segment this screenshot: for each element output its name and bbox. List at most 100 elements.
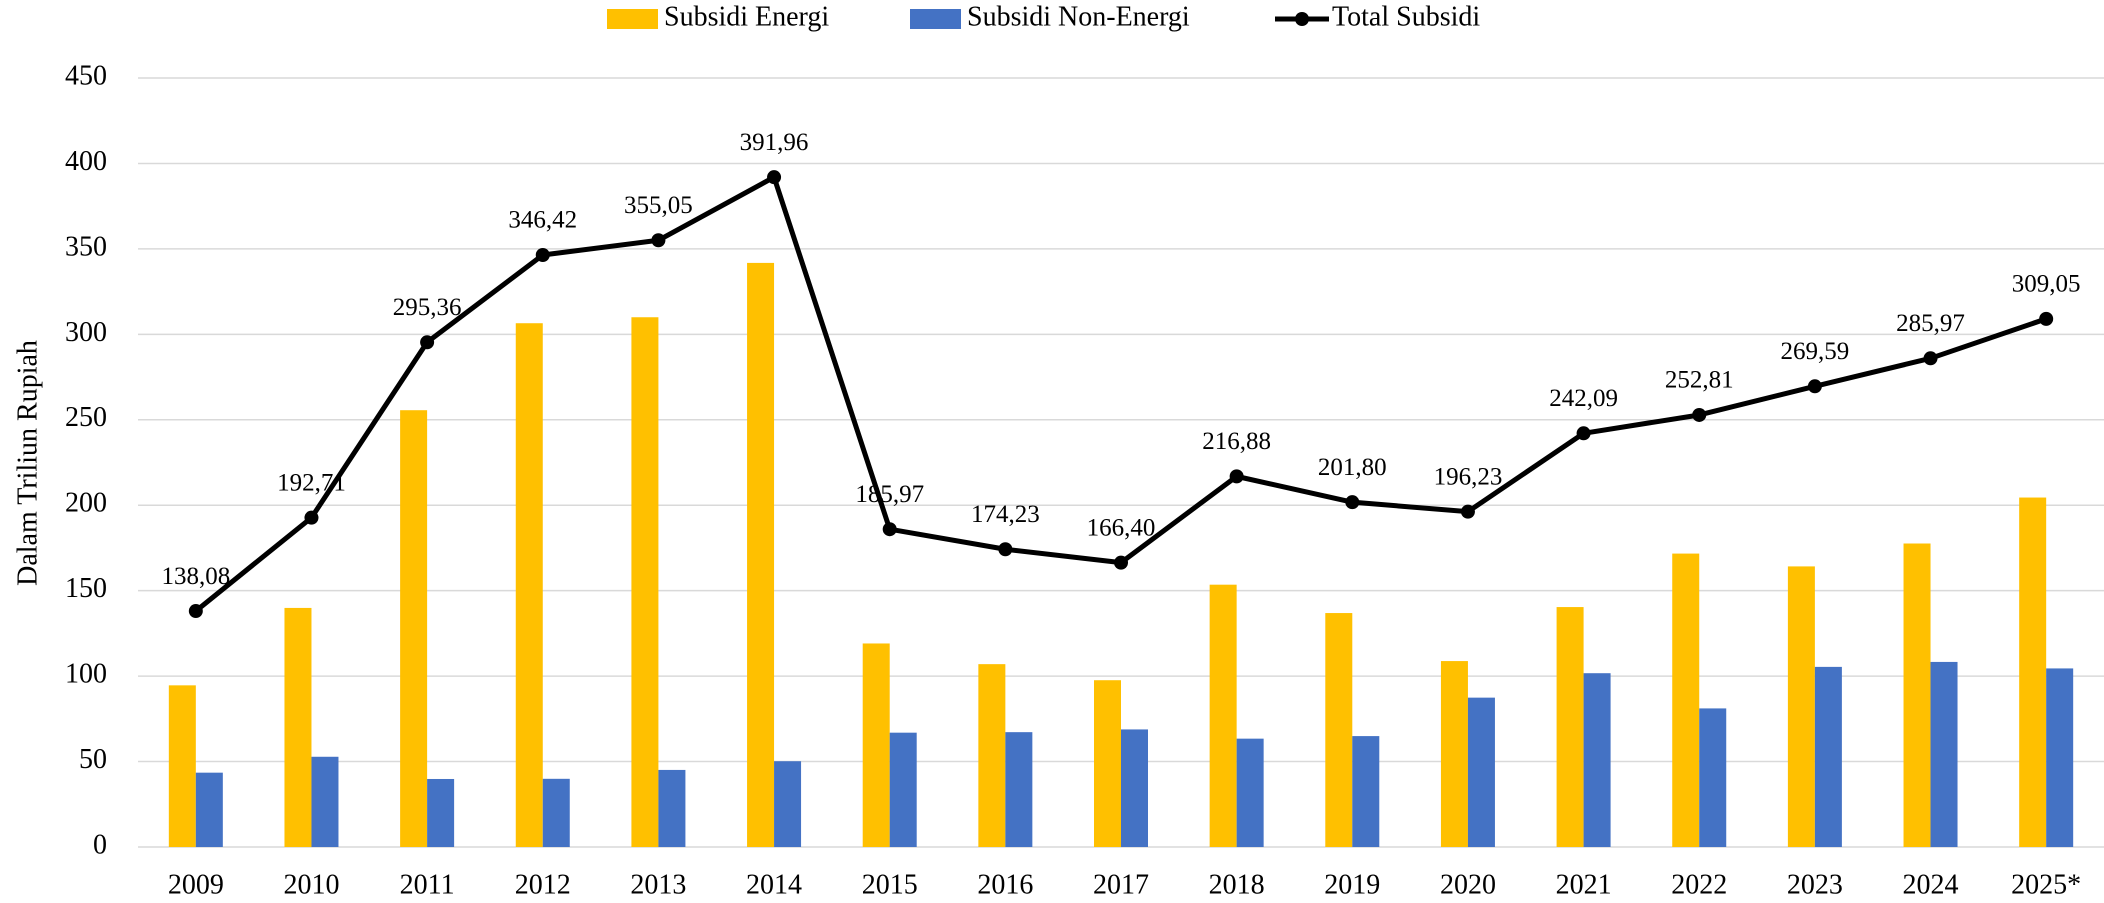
- bar: [1121, 729, 1148, 847]
- data-label: 216,88: [1202, 428, 1271, 455]
- bar: [889, 732, 917, 847]
- marker: [1807, 379, 1822, 394]
- bar: [1440, 661, 1468, 847]
- data-label: 185,97: [855, 481, 924, 508]
- bar: [427, 778, 455, 847]
- x-tick-label: 2023: [1787, 869, 1843, 900]
- y-tick-label: 450: [65, 60, 107, 91]
- bar: [1467, 697, 1495, 847]
- data-label: 174,23: [971, 501, 1040, 528]
- data-label: 391,96: [740, 129, 809, 156]
- bar: [1903, 543, 1931, 847]
- bar: [195, 772, 223, 847]
- bar: [1583, 673, 1611, 847]
- y-tick-label: 400: [65, 146, 107, 177]
- bar: [1236, 738, 1264, 847]
- bar: [1787, 566, 1815, 847]
- bar: [1699, 708, 1727, 847]
- x-tick-label: 2025*: [2011, 869, 2081, 900]
- bar: [2046, 668, 2074, 847]
- bar: [284, 607, 312, 847]
- bar: [978, 664, 1006, 847]
- bar: [1005, 732, 1033, 847]
- bar: [747, 262, 775, 848]
- legend-swatch: [607, 9, 658, 29]
- bar: [2019, 497, 2047, 847]
- marker: [535, 248, 550, 263]
- bar: [311, 756, 339, 847]
- x-tick-label: 2022: [1671, 869, 1727, 900]
- marker: [1576, 426, 1591, 441]
- x-tick-label: 2014: [746, 869, 802, 900]
- bar: [862, 643, 890, 847]
- marker: [420, 335, 435, 350]
- y-tick-label: 200: [65, 488, 107, 519]
- y-tick-label: 250: [65, 402, 107, 433]
- data-label: 295,36: [393, 294, 462, 321]
- legend-swatch: [910, 9, 961, 29]
- marker: [2039, 311, 2054, 326]
- y-tick-label: 0: [93, 829, 107, 860]
- marker: [1923, 351, 1938, 366]
- x-tick-label: 2010: [283, 869, 339, 900]
- bar: [1930, 661, 1958, 847]
- bar: [1672, 553, 1700, 847]
- x-tick-label: 2009: [168, 869, 224, 900]
- y-tick-label: 350: [65, 231, 107, 262]
- y-tick-label: 300: [65, 317, 107, 348]
- marker: [767, 170, 782, 185]
- data-label: 252,81: [1665, 367, 1734, 394]
- y-tick-label: 150: [65, 573, 107, 604]
- x-tick-label: 2019: [1324, 869, 1380, 900]
- marker: [651, 233, 666, 248]
- bar: [1209, 584, 1237, 847]
- bar: [1352, 736, 1380, 847]
- marker: [1460, 504, 1475, 519]
- x-tick-label: 2016: [977, 869, 1033, 900]
- marker: [1229, 469, 1244, 484]
- y-tick-label: 50: [79, 744, 107, 775]
- data-label: 355,05: [624, 192, 693, 219]
- data-label: 192,71: [277, 469, 346, 496]
- x-tick-label: 2020: [1440, 869, 1496, 900]
- bar: [400, 410, 428, 847]
- legend-label: Subsidi Non-Energi: [967, 1, 1190, 32]
- data-label: 346,42: [508, 207, 577, 234]
- data-label: 309,05: [2012, 271, 2081, 298]
- legend-label: Subsidi Energi: [664, 1, 829, 32]
- bar: [658, 769, 686, 847]
- data-label: 242,09: [1549, 385, 1618, 412]
- x-tick-label: 2018: [1209, 869, 1265, 900]
- bar: [774, 761, 802, 847]
- bar: [631, 317, 659, 847]
- x-tick-label: 2011: [400, 869, 455, 900]
- data-label: 285,97: [1896, 310, 1965, 337]
- marker: [1692, 407, 1707, 422]
- legend-swatch: [1295, 12, 1309, 26]
- bar: [168, 685, 196, 847]
- data-label: 166,40: [1087, 514, 1156, 541]
- x-tick-label: 2012: [515, 869, 571, 900]
- bar: [1556, 607, 1584, 847]
- bar: [515, 323, 543, 847]
- bar: [542, 778, 570, 847]
- data-label: 201,80: [1318, 454, 1387, 481]
- bar: [1814, 666, 1842, 847]
- data-label: 196,23: [1434, 463, 1503, 490]
- marker: [304, 510, 319, 525]
- x-tick-label: 2015: [862, 869, 918, 900]
- x-tick-label: 2024: [1903, 869, 1959, 900]
- marker: [882, 522, 897, 537]
- line: [194, 174, 2047, 613]
- bar: [1325, 613, 1353, 847]
- x-tick-label: 2017: [1093, 869, 1149, 900]
- marker: [998, 542, 1013, 557]
- y-tick-label: 100: [65, 659, 107, 690]
- y-axis-title: Dalam Triliun Rupiah: [12, 340, 43, 586]
- data-label: 138,08: [161, 563, 230, 590]
- marker: [188, 604, 203, 619]
- legend-label: Total Subsidi: [1332, 1, 1480, 32]
- marker: [1345, 495, 1360, 510]
- x-tick-label: 2013: [630, 869, 686, 900]
